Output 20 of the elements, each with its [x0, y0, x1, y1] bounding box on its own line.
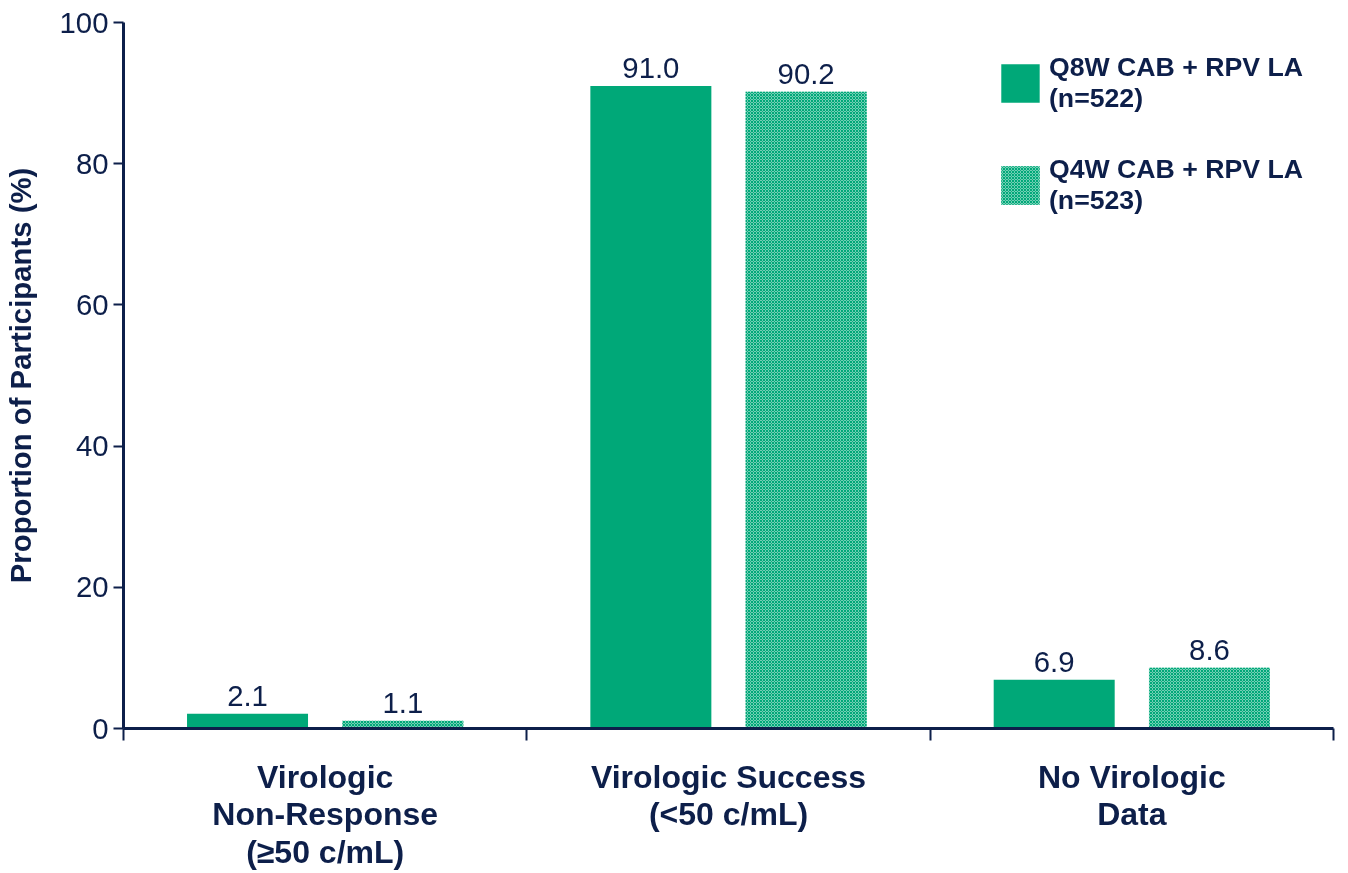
y-tick-label: 80	[75, 146, 109, 180]
y-tick-label: 60	[75, 287, 109, 321]
y-tick-label: 20	[75, 570, 109, 604]
y-tick-label: 40	[75, 429, 109, 463]
legend-label: Q8W CAB + RPV LA (n=522)	[1048, 52, 1303, 114]
bar	[590, 86, 712, 729]
x-tick-label: Virologic Non-Response (≥50 c/mL)	[212, 758, 439, 871]
x-tick-label: No Virologic Data	[1037, 758, 1226, 833]
y-axis-title: Proportion of Participants (%)	[3, 167, 37, 584]
data-label: 90.2	[777, 56, 835, 90]
legend-label: Q4W CAB + RPV LA (n=523)	[1048, 154, 1303, 216]
bar	[993, 679, 1115, 729]
data-label: 1.1	[382, 685, 424, 719]
y-tick-label: 100	[59, 5, 109, 39]
data-label: 91.0	[622, 51, 680, 85]
y-tick-label: 0	[92, 711, 109, 745]
x-tick-label: Virologic Success (<50 c/mL)	[590, 758, 867, 833]
data-label: 8.6	[1189, 632, 1230, 666]
data-label: 2.1	[227, 678, 268, 712]
data-label: 6.9	[1033, 644, 1075, 678]
